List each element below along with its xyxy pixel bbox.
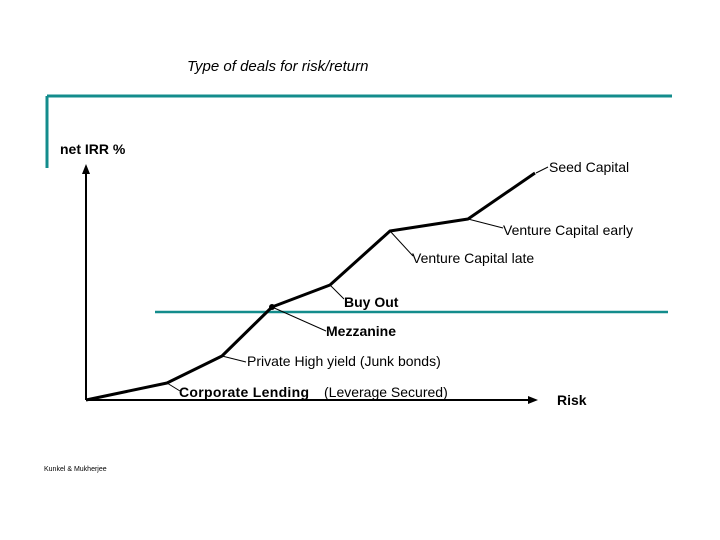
label-venture-capital-late: Venture Capital late <box>412 250 535 266</box>
y-axis-arrowhead <box>82 164 90 174</box>
label-buy-out: Buy Out <box>344 294 399 310</box>
label-venture-capital-early: Venture Capital early <box>503 222 633 238</box>
diagram-title: Type of deals for risk/return <box>187 58 369 75</box>
y-axis-label: net IRR % <box>60 141 126 157</box>
footer-credit: Kunkel & Mukherjee <box>44 466 107 473</box>
leader-seed-capital <box>535 166 549 174</box>
risk-return-curve <box>85 171 536 402</box>
label-mezzanine: Mezzanine <box>326 323 397 339</box>
leader-mezzanine <box>271 306 327 332</box>
x-axis-arrowhead <box>528 396 538 404</box>
x-axis-label: Risk <box>557 392 587 408</box>
label-leverage-secured: (Leverage Secured) <box>324 384 448 400</box>
leader-junk-bonds <box>221 355 247 363</box>
leader-corporate-lending <box>166 382 181 392</box>
label-private-high-yield: Private High yield (Junk bonds) <box>247 353 441 369</box>
label-seed-capital: Seed Capital <box>549 159 630 175</box>
leader-buy-out <box>329 284 345 300</box>
leader-vc-early <box>467 218 504 229</box>
leader-vc-late <box>389 230 414 257</box>
label-corporate-lending: Corporate Lending <box>179 384 310 400</box>
